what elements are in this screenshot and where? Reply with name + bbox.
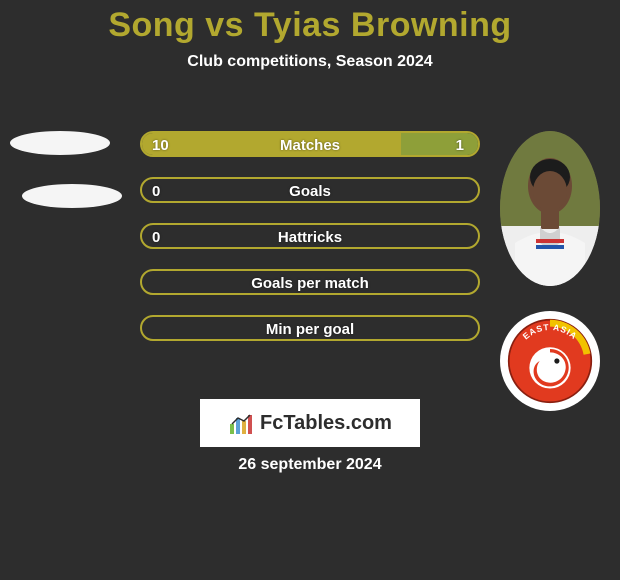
stat-label: Min per goal bbox=[142, 317, 478, 343]
player-right-club-badge: EAST ASIA bbox=[500, 311, 600, 411]
player-right-avatar bbox=[500, 131, 600, 286]
comparison-title: Song vs Tyias Browning bbox=[0, 6, 620, 45]
player-left-avatar-placeholder-2 bbox=[22, 184, 122, 208]
stat-bar-outline: Goals0 bbox=[140, 177, 480, 203]
stat-value-left: 0 bbox=[152, 179, 160, 205]
stat-row: Goals0 bbox=[140, 177, 490, 203]
stat-row: Hattricks0 bbox=[140, 223, 490, 249]
fctables-brand-box: FcTables.com bbox=[200, 399, 420, 447]
stat-label: Hattricks bbox=[142, 225, 478, 251]
stat-bar-outline: Hattricks0 bbox=[140, 223, 480, 249]
stat-value-left: 10 bbox=[152, 133, 169, 159]
stat-value-left: 0 bbox=[152, 225, 160, 251]
comparison-subtitle: Club competitions, Season 2024 bbox=[0, 53, 620, 71]
stat-bar-outline: Matches10 1 bbox=[140, 131, 480, 157]
stat-bar-outline: Min per goal bbox=[140, 315, 480, 341]
stat-row: Goals per match bbox=[140, 269, 490, 295]
stat-label: Goals per match bbox=[142, 271, 478, 297]
stat-value-right: 1 bbox=[456, 133, 464, 159]
stat-bar-outline: Goals per match bbox=[140, 269, 480, 295]
comparison-date: 26 september 2024 bbox=[0, 456, 620, 474]
comparison-stats: Matches101Goals0Hattricks0Goals per matc… bbox=[140, 131, 490, 361]
fctables-brand-text: FcTables.com bbox=[260, 412, 392, 435]
stat-row: Matches10 1 bbox=[140, 131, 490, 157]
stat-label: Matches bbox=[142, 133, 478, 159]
stat-row: Min per goal bbox=[140, 315, 490, 341]
player-left-avatar-placeholder-1 bbox=[10, 131, 110, 155]
fctables-logo-icon bbox=[228, 410, 254, 436]
stat-label: Goals bbox=[142, 179, 478, 205]
